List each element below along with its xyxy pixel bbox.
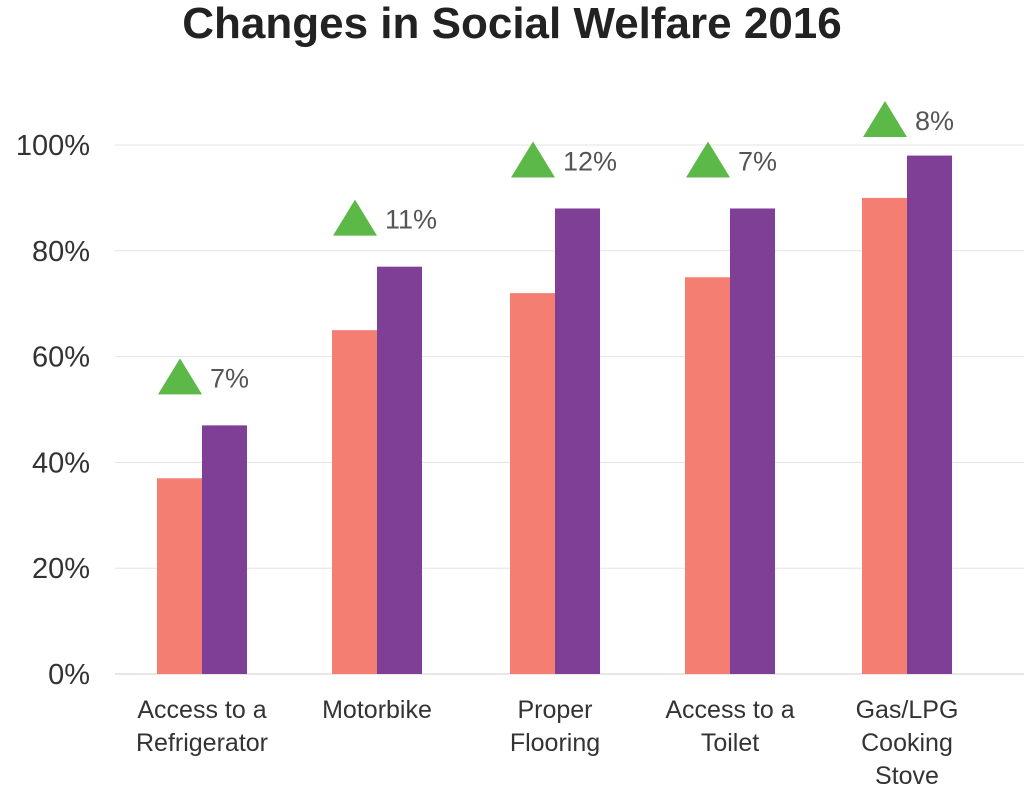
change-label: 11% — [385, 205, 437, 235]
bar-series2 — [907, 155, 952, 674]
triangle-up-icon — [686, 141, 730, 178]
bar-series2 — [377, 266, 422, 674]
triangle-up-icon — [158, 358, 202, 395]
x-tick-label: Refrigerator — [136, 729, 268, 757]
change-label: 7% — [738, 146, 777, 176]
x-tick-label: Access to a — [665, 696, 794, 724]
change-label: 8% — [915, 106, 954, 136]
bar-series1 — [157, 478, 202, 674]
x-tick-label: Motorbike — [322, 696, 432, 724]
x-tick-label: Access to a — [137, 696, 266, 724]
bar-series2 — [730, 208, 775, 675]
bar-series1 — [862, 197, 907, 674]
y-tick-label: 40% — [32, 447, 90, 479]
x-tick-label: Toilet — [701, 729, 759, 757]
change-label: 7% — [210, 363, 249, 393]
x-tick-label: Stove — [875, 762, 939, 790]
y-tick-label: 0% — [48, 659, 90, 691]
x-tick-label: Flooring — [510, 729, 600, 757]
x-tick-label: Cooking — [861, 729, 953, 757]
bar-series2 — [202, 425, 247, 674]
y-tick-label: 60% — [32, 342, 90, 374]
triangle-up-icon — [333, 199, 377, 236]
x-tick-label: Gas/LPG — [856, 696, 959, 724]
bar-series1 — [332, 330, 377, 674]
chart-title: Changes in Social Welfare 2016 — [182, 0, 841, 48]
change-label: 12% — [563, 146, 617, 176]
bar-series1 — [685, 277, 730, 674]
bar-series1 — [510, 293, 555, 674]
y-tick-label: 80% — [32, 236, 90, 268]
triangle-up-icon — [863, 101, 907, 137]
y-tick-label: 100% — [16, 130, 90, 162]
bar-series2 — [555, 208, 600, 675]
y-tick-label: 20% — [32, 553, 90, 585]
triangle-up-icon — [511, 141, 555, 178]
x-tick-label: Proper — [517, 696, 592, 724]
